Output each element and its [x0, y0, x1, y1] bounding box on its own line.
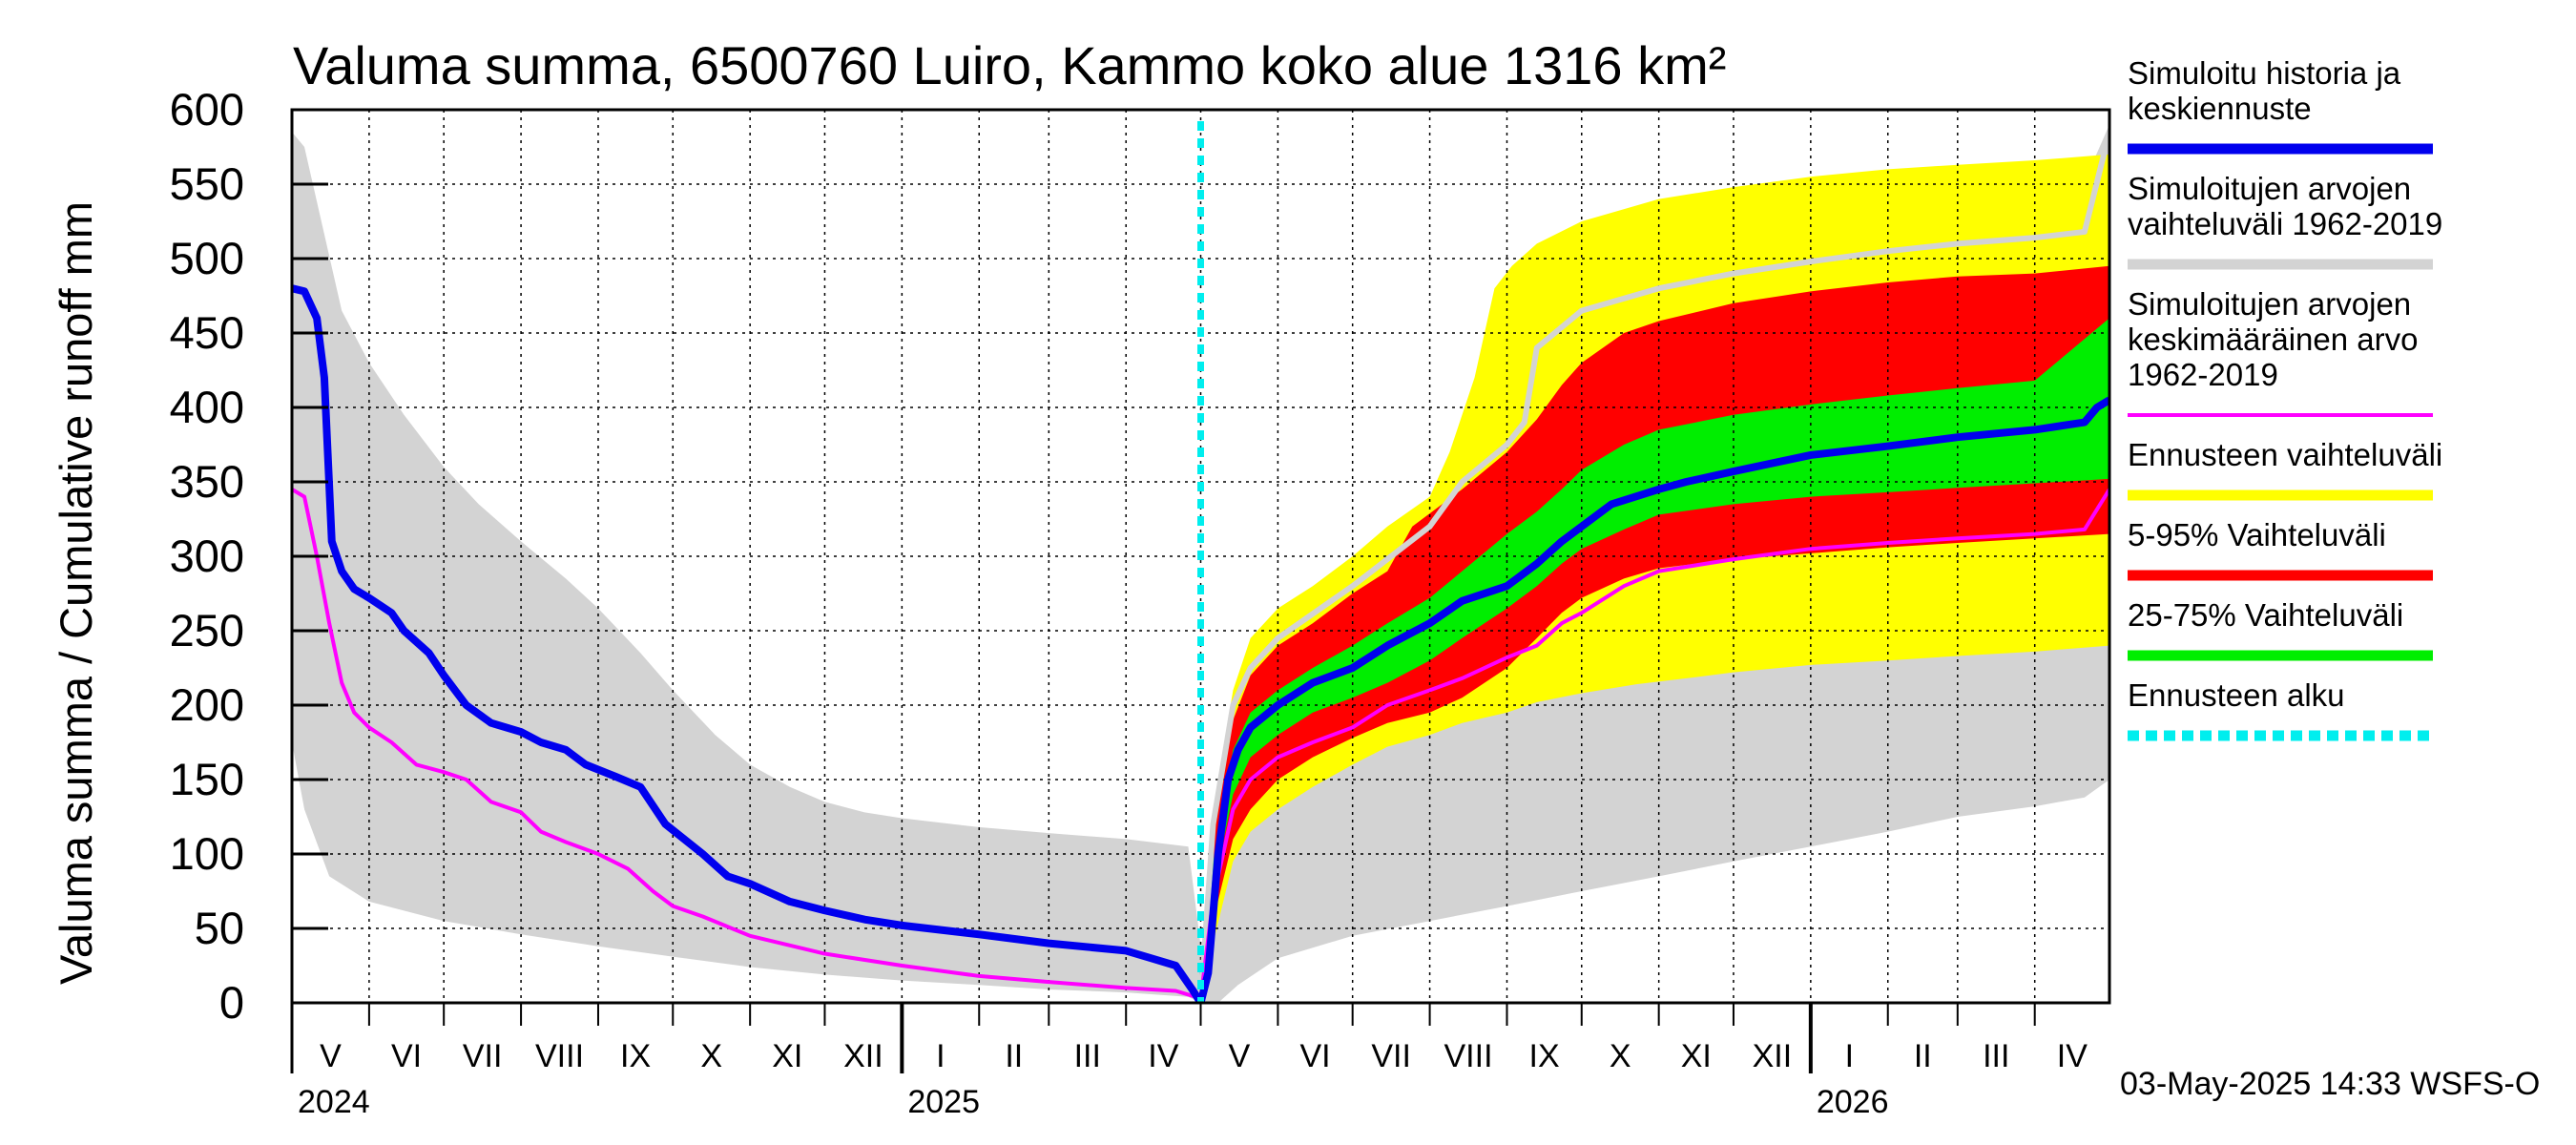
legend-label-1-0: Simuloitujen arvojen [2128, 171, 2411, 206]
month-label-12: V [1229, 1038, 1251, 1074]
legend-label-0-1: keskiennuste [2128, 91, 2312, 126]
month-label-22: III [1983, 1038, 2009, 1074]
y-tick-label-150: 150 [170, 754, 244, 804]
month-label-3: VIII [535, 1038, 584, 1074]
month-label-21: II [1914, 1038, 1932, 1074]
month-label-6: XI [772, 1038, 802, 1074]
y-tick-label-550: 550 [170, 158, 244, 209]
month-label-10: III [1074, 1038, 1101, 1074]
legend-label-1-1: vaihteluväli 1962-2019 [2128, 206, 2442, 241]
y-tick-label-600: 600 [170, 84, 244, 135]
month-label-16: IX [1529, 1038, 1560, 1074]
series-line-1 [292, 488, 2109, 1001]
month-label-2: VII [463, 1038, 503, 1074]
legend-label-2-1: keskimääräinen arvo [2128, 322, 2418, 357]
month-label-19: XII [1753, 1038, 1793, 1074]
month-label-7: XII [843, 1038, 883, 1074]
month-label-4: IX [620, 1038, 651, 1074]
legend-label-0-0: Simuloitu historia ja [2128, 55, 2401, 91]
month-label-15: VIII [1444, 1038, 1493, 1074]
y-tick-label-0: 0 [219, 977, 244, 1028]
month-label-23: IV [2057, 1038, 2088, 1074]
month-label-8: I [936, 1038, 945, 1074]
series-line-0 [1197, 131, 2109, 1003]
legend-label-6-0: Ennusteen alku [2128, 677, 2345, 713]
series-layer [292, 121, 2109, 1003]
chart-title: Valuma summa, 6500760 Luiro, Kammo koko … [293, 35, 1726, 95]
y-axis-label: Valuma summa / Cumulative runoff mm [51, 201, 101, 985]
month-label-1: VI [391, 1038, 422, 1074]
legend-label-3-0: Ennusteen vaihteluväli [2128, 437, 2442, 472]
series-line-2 [292, 284, 2109, 1003]
y-tick-label-500: 500 [170, 233, 244, 283]
month-label-5: X [700, 1038, 722, 1074]
legend-label-5-0: 25-75% Vaihteluväli [2128, 597, 2403, 633]
legend-label-2-2: 1962-2019 [2128, 357, 2278, 392]
legend-label-2-0: Simuloitujen arvojen [2128, 286, 2411, 322]
y-tick-label-100: 100 [170, 828, 244, 879]
month-label-18: XI [1681, 1038, 1712, 1074]
y-tick-label-400: 400 [170, 382, 244, 432]
y-tick-label-450: 450 [170, 307, 244, 358]
month-label-9: II [1005, 1038, 1023, 1074]
band-3 [1200, 318, 2109, 1003]
y-tick-label-50: 50 [195, 903, 244, 953]
y-tick-label-300: 300 [170, 531, 244, 581]
y-tick-label-350: 350 [170, 456, 244, 507]
y-tick-label-250: 250 [170, 605, 244, 656]
month-label-17: X [1610, 1038, 1631, 1074]
footer-timestamp: 03-May-2025 14:33 WSFS-O [2120, 1066, 2540, 1102]
month-label-14: VII [1371, 1038, 1411, 1074]
year-label-2: 2026 [1817, 1084, 1889, 1120]
month-label-20: I [1845, 1038, 1854, 1074]
month-label-0: V [320, 1038, 342, 1074]
month-label-13: VI [1299, 1038, 1330, 1074]
y-tick-label-200: 200 [170, 679, 244, 730]
legend-label-4-0: 5-95% Vaihteluväli [2128, 517, 2386, 552]
month-label-11: IV [1148, 1038, 1178, 1074]
year-label-1: 2025 [907, 1084, 980, 1120]
year-label-0: 2024 [298, 1084, 370, 1120]
